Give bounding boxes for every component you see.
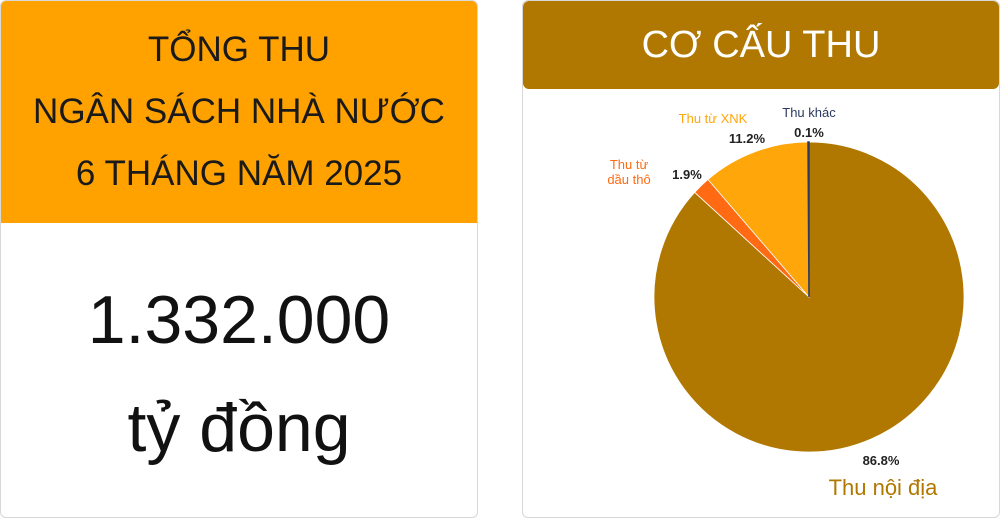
value-label: 11.2%: [728, 131, 766, 146]
chart-title: CƠ CẤU THU: [523, 1, 999, 89]
amount: 1.332.000: [87, 282, 391, 358]
total-card: TỔNG THU NGÂN SÁCH NHÀ NƯỚC 6 THÁNG NĂM …: [0, 0, 478, 518]
total-header: TỔNG THU NGÂN SÁCH NHÀ NƯỚC 6 THÁNG NĂM …: [1, 1, 477, 223]
chart: [653, 141, 965, 453]
unit: tỷ đồng: [127, 390, 351, 466]
title-line: TỔNG THU: [147, 30, 331, 69]
pie-slice: [707, 141, 810, 299]
slice-label: Thu nội địa: [828, 475, 938, 500]
pie-slice: [807, 141, 810, 298]
value-label: 1.9%: [672, 167, 702, 182]
pie-card: CƠ CẤU THU Thu nội địa 86.8% Thu từ dầu th…: [522, 0, 1000, 518]
slice-label: Thu khác: [782, 105, 836, 120]
value-label: 0.1%: [794, 125, 824, 140]
slice-label: Thu từ XNK: [678, 111, 748, 126]
value-label: 86.8%: [862, 453, 900, 468]
slice-label: Thu từ dầu thô: [607, 157, 651, 187]
title-line: 6 THÁNG NĂM 2025: [75, 154, 403, 193]
title-line: NGÂN SÁCH NHÀ NƯỚC: [33, 92, 445, 131]
